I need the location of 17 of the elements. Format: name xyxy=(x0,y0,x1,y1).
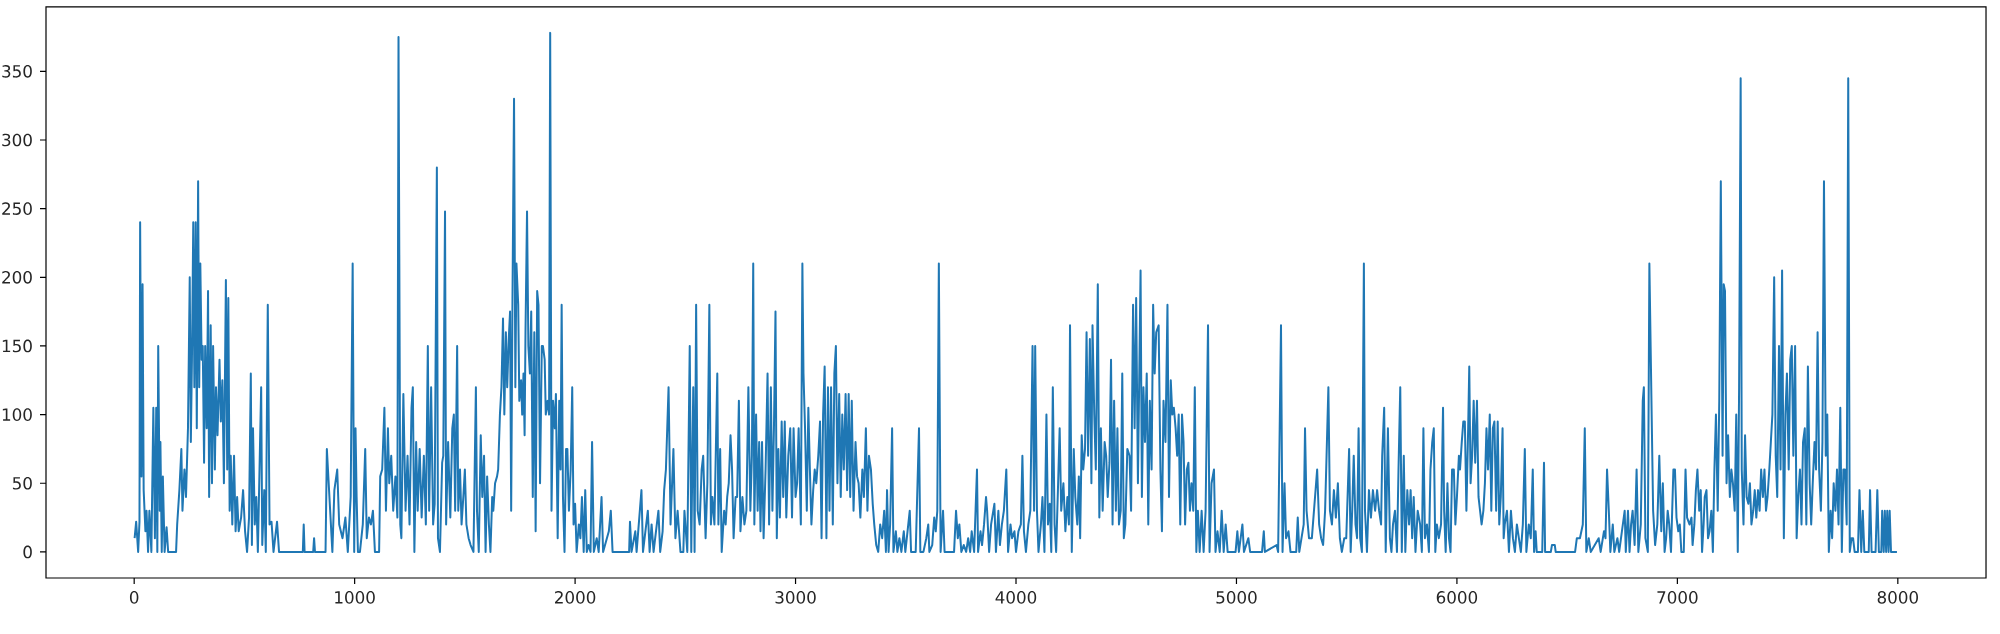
x-tick-label: 5000 xyxy=(1216,591,1257,604)
y-tick-label: 200 xyxy=(2,270,32,284)
x-tick-label: 4000 xyxy=(995,591,1037,604)
y-tick-label: 50 xyxy=(12,476,32,490)
x-tick-label: 8000 xyxy=(1877,591,1918,604)
y-tick-label: 350 xyxy=(2,64,32,78)
y-tick-label: 100 xyxy=(2,408,32,421)
x-tick-label: 6000 xyxy=(1436,591,1478,604)
x-tick-label: 3000 xyxy=(775,591,816,604)
y-tick-label: 150 xyxy=(2,339,32,353)
y-tick-label: 300 xyxy=(2,133,32,147)
x-tick-label: 1000 xyxy=(335,591,375,604)
x-tick-label: 2000 xyxy=(555,591,596,604)
x-tick-label: 7000 xyxy=(1657,591,1698,604)
y-tick-label: 250 xyxy=(2,202,32,215)
y-tick-label: 0 xyxy=(23,545,32,559)
x-tick-label: 0 xyxy=(129,591,139,604)
